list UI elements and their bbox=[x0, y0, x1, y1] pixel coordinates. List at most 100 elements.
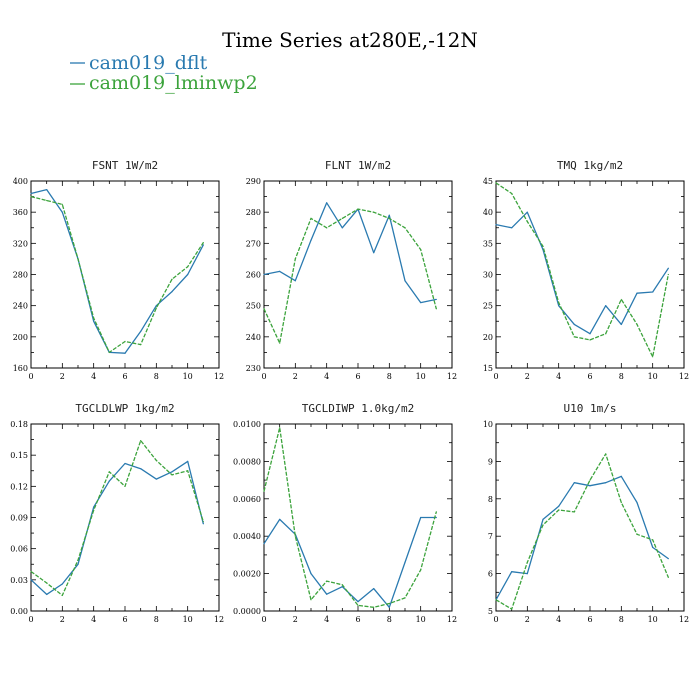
x-tick-label: 12 bbox=[214, 615, 224, 624]
y-tick-label: 10 bbox=[483, 420, 493, 429]
data-point-fsnt-cam019-lminwp2 bbox=[124, 340, 126, 343]
y-tick-label: 290 bbox=[246, 177, 261, 186]
data-point-tgcldiwp-cam019-lminwp2 bbox=[404, 597, 406, 599]
data-point-tgcldlwp-cam019-lminwp2 bbox=[140, 440, 142, 442]
x-tick-label: 6 bbox=[587, 615, 592, 624]
data-point-flnt-cam019-lminwp2 bbox=[357, 208, 359, 210]
data-point-u10-cam019-dflt bbox=[636, 501, 638, 504]
data-point-fsnt-cam019-dflt bbox=[140, 330, 142, 332]
data-point-tmq-cam019-dflt bbox=[495, 224, 497, 226]
data-point-flnt-cam019-dflt bbox=[420, 301, 422, 304]
data-point-tgcldlwp-cam019-lminwp2 bbox=[108, 471, 110, 473]
panel-u10: U10 1m/s 0 2 4 6 8 10 12 5 6 7 8 9 10 bbox=[483, 402, 689, 624]
data-point-tmq-cam019-dflt bbox=[558, 305, 560, 307]
panel-tgcldlwp: TGCLDLWP 1kg/m2 0 2 4 6 8 10 12 0.00 0.03 0.06 0.09… bbox=[10, 402, 224, 624]
data-point-flnt-cam019-lminwp2 bbox=[326, 227, 328, 229]
data-point-u10-cam019-dflt bbox=[526, 573, 528, 575]
data-point-fsnt-cam019-lminwp2 bbox=[108, 351, 110, 354]
data-point-tgcldlwp-cam019-lminwp2 bbox=[155, 459, 157, 461]
data-point-tgcldlwp-cam019-dflt bbox=[171, 471, 173, 473]
data-point-flnt-cam019-dflt bbox=[435, 298, 437, 301]
series-line-tgcldlwp-cam019-dflt bbox=[30, 460, 204, 596]
data-point-tmq-cam019-dflt bbox=[636, 292, 638, 294]
x-tick-label: 12 bbox=[679, 372, 689, 381]
series-line-flnt-cam019-dflt bbox=[263, 202, 437, 304]
x-tick-label: 12 bbox=[679, 615, 689, 624]
data-point-fsnt-cam019-dflt bbox=[202, 244, 204, 246]
series-line-tmq-cam019-dflt bbox=[495, 211, 669, 335]
y-tick-label: 320 bbox=[13, 239, 28, 248]
data-point-fsnt-cam019-lminwp2 bbox=[171, 278, 173, 280]
data-point-tmq-cam019-lminwp2 bbox=[542, 245, 544, 248]
data-point-u10-cam019-lminwp2 bbox=[542, 524, 544, 526]
y-tick-label: 260 bbox=[246, 271, 261, 280]
data-point-fsnt-cam019-lminwp2 bbox=[93, 317, 95, 319]
data-point-u10-cam019-lminwp2 bbox=[558, 509, 560, 511]
series-line-u10-cam019-lminwp2 bbox=[495, 453, 669, 610]
y-tick-label: 30 bbox=[483, 271, 493, 280]
x-tick-label: 8 bbox=[154, 615, 159, 624]
series-line-tmq-cam019-lminwp2 bbox=[495, 182, 669, 358]
data-point-u10-cam019-lminwp2 bbox=[495, 599, 497, 601]
data-point-fsnt-cam019-lminwp2 bbox=[61, 203, 63, 205]
y-tick-label: 45 bbox=[483, 177, 493, 186]
x-tick-label: 12 bbox=[447, 372, 457, 381]
x-tick-label: 2 bbox=[60, 615, 65, 624]
data-point-tgcldiwp-cam019-lminwp2 bbox=[263, 490, 265, 492]
x-tick-label: 2 bbox=[525, 372, 530, 381]
data-point-tmq-cam019-lminwp2 bbox=[511, 192, 513, 195]
data-point-tgcldiwp-cam019-dflt bbox=[388, 606, 390, 608]
data-point-tmq-cam019-dflt bbox=[573, 323, 575, 325]
data-point-fsnt-cam019-lminwp2 bbox=[155, 307, 157, 309]
x-tick-label: 12 bbox=[447, 615, 457, 624]
x-tick-label: 0 bbox=[261, 615, 266, 624]
x-tick-label: 8 bbox=[387, 615, 392, 624]
data-point-fsnt-cam019-lminwp2 bbox=[187, 266, 189, 268]
data-point-flnt-cam019-dflt bbox=[326, 202, 328, 204]
x-tick-label: 10 bbox=[183, 372, 193, 381]
y-tick-label: 20 bbox=[483, 333, 493, 342]
data-point-u10-cam019-dflt bbox=[573, 482, 575, 484]
data-point-tmq-cam019-lminwp2 bbox=[573, 336, 575, 338]
data-point-tmq-cam019-lminwp2 bbox=[636, 323, 638, 325]
x-tick-label: 12 bbox=[214, 372, 224, 381]
panel-frame-u10 bbox=[495, 423, 685, 612]
y-tick-label: 240 bbox=[13, 302, 28, 311]
x-tick-label: 6 bbox=[587, 372, 592, 381]
panel-fsnt: FSNT 1W/m2 0 2 4 6 8 10 12 160 200 240 280 320 360 400 bbox=[13, 159, 224, 381]
data-point-tmq-cam019-dflt bbox=[667, 267, 669, 269]
data-point-tgcldlwp-cam019-dflt bbox=[155, 478, 157, 480]
legend-label-lminwp2: cam019_lminwp2 bbox=[89, 72, 258, 94]
data-point-fsnt-cam019-lminwp2 bbox=[140, 344, 142, 346]
panel-title-tgcldlwp: TGCLDLWP 1kg/m2 bbox=[75, 402, 174, 415]
data-point-fsnt-cam019-lminwp2 bbox=[202, 241, 204, 244]
legend: cam019_dflt cam019_lminwp2 bbox=[70, 52, 258, 94]
data-point-fsnt-cam019-dflt bbox=[155, 305, 157, 307]
y-tick-label: 0.15 bbox=[10, 451, 28, 460]
x-tick-label: 2 bbox=[525, 615, 530, 624]
y-tick-label: 0.03 bbox=[10, 576, 28, 585]
data-point-tmq-cam019-lminwp2 bbox=[667, 273, 669, 276]
data-point-tgcldiwp-cam019-dflt bbox=[263, 543, 265, 545]
data-point-u10-cam019-dflt bbox=[652, 546, 654, 549]
data-point-fsnt-cam019-lminwp2 bbox=[77, 258, 79, 260]
y-tick-label: 0.18 bbox=[10, 420, 28, 429]
data-point-tmq-cam019-dflt bbox=[620, 323, 622, 325]
x-tick-label: 2 bbox=[60, 372, 65, 381]
data-point-tgcldiwp-cam019-lminwp2 bbox=[420, 569, 422, 571]
data-point-u10-cam019-lminwp2 bbox=[636, 533, 638, 535]
x-tick-label: 6 bbox=[355, 615, 360, 624]
data-point-flnt-cam019-lminwp2 bbox=[279, 342, 281, 344]
x-tick-label: 2 bbox=[293, 372, 298, 381]
x-tick-label: 8 bbox=[619, 615, 624, 624]
x-tick-label: 10 bbox=[183, 615, 193, 624]
data-point-fsnt-cam019-dflt bbox=[124, 352, 126, 354]
y-tick-label: 5 bbox=[488, 607, 493, 616]
data-point-u10-cam019-lminwp2 bbox=[620, 501, 622, 504]
data-point-flnt-cam019-lminwp2 bbox=[388, 217, 390, 219]
x-tick-label: 4 bbox=[324, 615, 329, 624]
data-point-tgcldiwp-cam019-dflt bbox=[357, 601, 359, 603]
data-point-u10-cam019-lminwp2 bbox=[573, 511, 575, 513]
y-tick-label: 8 bbox=[488, 495, 493, 504]
y-tick-label: 0.00 bbox=[10, 607, 28, 616]
